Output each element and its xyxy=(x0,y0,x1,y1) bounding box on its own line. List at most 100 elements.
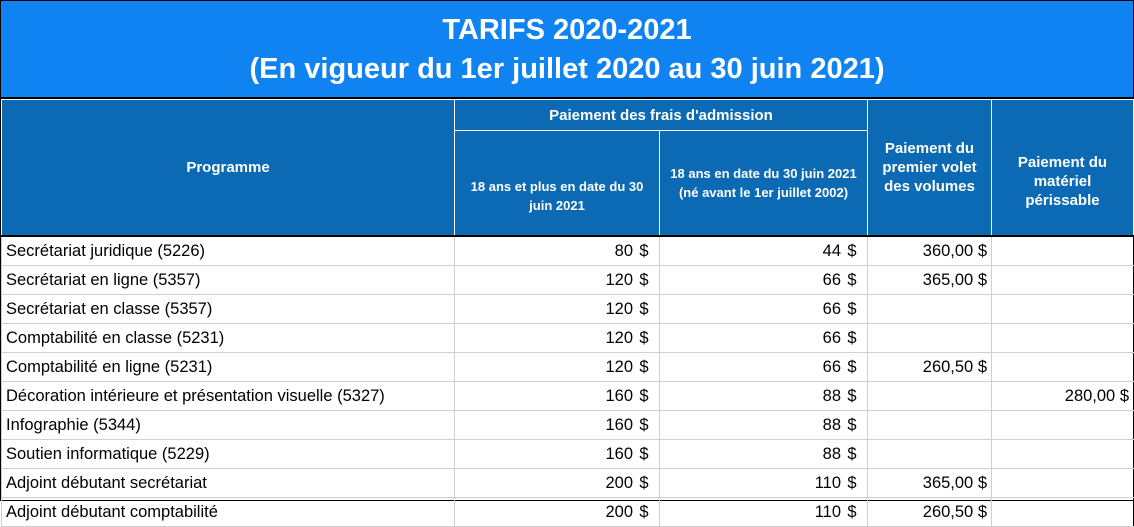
cell-adm18plus: 120 $ xyxy=(454,294,660,324)
cell-adm18juin: 44 $ xyxy=(659,235,868,266)
cell-volumes xyxy=(867,323,992,353)
currency-symbol: $ xyxy=(639,386,649,405)
header-admission-group: Paiement des frais d'admission xyxy=(454,99,868,131)
currency-symbol: $ xyxy=(639,241,649,260)
currency-symbol: $ xyxy=(639,502,649,521)
cell-perissable: 280,00 $ xyxy=(991,381,1134,411)
cell-programme: Secrétariat en ligne (5357) xyxy=(1,265,455,295)
table-body: Secrétariat juridique (5226) 80 $44 $360,00… xyxy=(1,235,1134,527)
cell-adm18juin: 88 $ xyxy=(659,381,868,411)
cell-value: 120 xyxy=(605,328,633,347)
currency-symbol: $ xyxy=(847,502,857,521)
cell-value: 120 xyxy=(605,357,633,376)
cell-volumes: 260,50 $ xyxy=(867,497,992,527)
cell-volumes: 360,00 $ xyxy=(867,235,992,266)
cell-perissable xyxy=(991,294,1134,324)
cell-adm18juin: 66 $ xyxy=(659,352,868,382)
cell-value: 110 xyxy=(814,502,841,521)
header-age18-june: 18 ans en date du 30 juin 2021 (né avant… xyxy=(659,130,868,237)
tariff-table: Programme Paiement des frais d'admission… xyxy=(1,99,1134,527)
currency-symbol: $ xyxy=(639,328,649,347)
cell-value: 66 xyxy=(822,357,841,376)
cell-perissable xyxy=(991,468,1134,498)
header-age18-plus: 18 ans et plus en date du 30 juin 2021 xyxy=(454,130,660,237)
cell-perissable xyxy=(991,497,1134,527)
table-row: Soutien informatique (5229) 160 $88 $ xyxy=(1,439,1134,469)
header-volumes: Paiement du premier volet des volumes xyxy=(867,99,992,237)
table-row: Adjoint débutant comptabilité 200 $110 $260… xyxy=(1,497,1134,527)
cell-value: 80 xyxy=(614,241,633,260)
cell-volumes: 365,00 $ xyxy=(867,265,992,295)
cell-volumes: 365,00 $ xyxy=(867,468,992,498)
cell-value: 160 xyxy=(605,415,633,434)
currency-symbol: $ xyxy=(847,415,857,434)
cell-value: 160 xyxy=(605,444,633,463)
cell-value: 66 xyxy=(822,299,841,318)
cell-programme: Adjoint débutant secrétariat xyxy=(1,468,455,498)
cell-volumes xyxy=(867,381,992,411)
cell-value: 120 xyxy=(605,299,633,318)
currency-symbol: $ xyxy=(639,444,649,463)
table-row: Secrétariat en classe (5357) 120 $66 $ xyxy=(1,294,1134,324)
table-row: Comptabilité en ligne (5231) 120 $66 $260,5… xyxy=(1,352,1134,382)
cell-programme: Secrétariat en classe (5357) xyxy=(1,294,455,324)
cell-perissable xyxy=(991,410,1134,440)
cell-adm18juin: 88 $ xyxy=(659,410,868,440)
cell-volumes xyxy=(867,410,992,440)
currency-symbol: $ xyxy=(847,328,857,347)
cell-value: 88 xyxy=(822,415,841,434)
cell-adm18juin: 66 $ xyxy=(659,294,868,324)
cell-adm18plus: 200 $ xyxy=(454,497,660,527)
cell-perissable xyxy=(991,235,1134,266)
cell-value: 200 xyxy=(605,502,633,521)
cell-value: 88 xyxy=(822,444,841,463)
cell-programme: Adjoint débutant comptabilité xyxy=(1,497,455,527)
table-row: Secrétariat en ligne (5357) 120 $66 $365,00… xyxy=(1,265,1134,295)
cell-value: 66 xyxy=(822,270,841,289)
cell-value: 44 xyxy=(822,241,841,260)
cell-adm18plus: 160 $ xyxy=(454,381,660,411)
currency-symbol: $ xyxy=(847,357,857,376)
currency-symbol: $ xyxy=(847,241,857,260)
cell-volumes xyxy=(867,439,992,469)
cell-adm18plus: 160 $ xyxy=(454,410,660,440)
table-row: Comptabilité en classe (5231) 120 $66 $ xyxy=(1,323,1134,353)
cell-value: 200 xyxy=(605,473,633,492)
title-banner: TARIFS 2020-2021 (En vigueur du 1er juil… xyxy=(1,1,1133,99)
cell-value: 110 xyxy=(814,473,841,492)
cell-programme: Comptabilité en classe (5231) xyxy=(1,323,455,353)
header-programme: Programme xyxy=(1,99,455,237)
cell-adm18plus: 120 $ xyxy=(454,352,660,382)
currency-symbol: $ xyxy=(847,444,857,463)
cell-perissable xyxy=(991,265,1134,295)
table-row: Adjoint débutant secrétariat 200 $110 $365,… xyxy=(1,468,1134,498)
cell-programme: Secrétariat juridique (5226) xyxy=(1,235,455,266)
page-subtitle: (En vigueur du 1er juillet 2020 au 30 ju… xyxy=(249,53,885,85)
table-row: Décoration intérieure et présentation vi… xyxy=(1,381,1134,411)
cell-programme: Soutien informatique (5229) xyxy=(1,439,455,469)
cell-perissable xyxy=(991,439,1134,469)
cell-perissable xyxy=(991,323,1134,353)
currency-symbol: $ xyxy=(847,473,857,492)
cell-adm18juin: 110 $ xyxy=(659,497,868,527)
cell-volumes xyxy=(867,294,992,324)
currency-symbol: $ xyxy=(847,299,857,318)
cell-adm18juin: 88 $ xyxy=(659,439,868,469)
cell-adm18plus: 160 $ xyxy=(454,439,660,469)
cell-adm18juin: 66 $ xyxy=(659,323,868,353)
currency-symbol: $ xyxy=(639,415,649,434)
currency-symbol: $ xyxy=(639,473,649,492)
cell-adm18juin: 66 $ xyxy=(659,265,868,295)
cell-programme: Comptabilité en ligne (5231) xyxy=(1,352,455,382)
table-row: Secrétariat juridique (5226) 80 $44 $360,00… xyxy=(1,235,1134,266)
page-title: TARIFS 2020-2021 xyxy=(442,14,692,46)
cell-value: 88 xyxy=(822,386,841,405)
cell-adm18plus: 120 $ xyxy=(454,323,660,353)
cell-adm18plus: 200 $ xyxy=(454,468,660,498)
currency-symbol: $ xyxy=(639,357,649,376)
cell-volumes: 260,50 $ xyxy=(867,352,992,382)
cell-programme: Décoration intérieure et présentation vi… xyxy=(1,381,455,411)
currency-symbol: $ xyxy=(639,299,649,318)
currency-symbol: $ xyxy=(639,270,649,289)
